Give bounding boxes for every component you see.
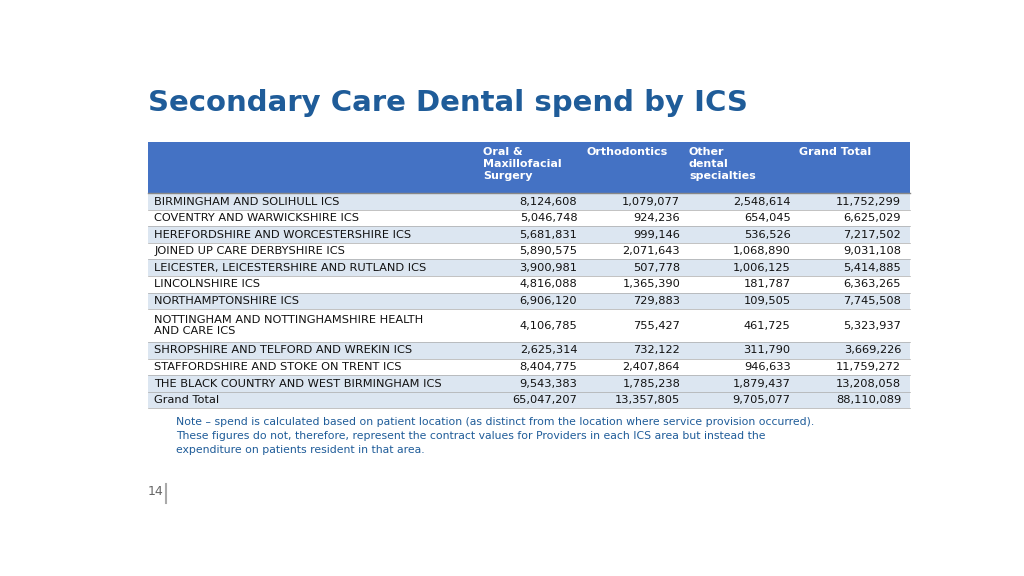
Text: 507,778: 507,778 — [633, 263, 680, 273]
Text: 6,363,265: 6,363,265 — [844, 279, 901, 289]
Bar — [147, 226, 909, 243]
Text: 755,427: 755,427 — [633, 321, 680, 331]
Text: 654,045: 654,045 — [743, 213, 791, 223]
Bar — [147, 342, 909, 359]
Text: 2,625,314: 2,625,314 — [520, 346, 578, 355]
Text: 2,071,643: 2,071,643 — [623, 246, 680, 256]
Text: Grand Total: Grand Total — [155, 395, 219, 405]
Text: 946,633: 946,633 — [743, 362, 791, 372]
Text: 729,883: 729,883 — [633, 296, 680, 306]
Text: 3,900,981: 3,900,981 — [519, 263, 578, 273]
Text: SHROPSHIRE AND TELFORD AND WREKIN ICS: SHROPSHIRE AND TELFORD AND WREKIN ICS — [155, 346, 413, 355]
Text: 311,790: 311,790 — [743, 346, 791, 355]
Text: NORTHAMPTONSHIRE ICS: NORTHAMPTONSHIRE ICS — [155, 296, 299, 306]
Text: 999,146: 999,146 — [633, 230, 680, 240]
Bar — [147, 309, 909, 342]
Text: Grand Total: Grand Total — [800, 147, 871, 157]
Text: 13,208,058: 13,208,058 — [836, 378, 901, 389]
Bar — [147, 210, 909, 226]
Text: 1,079,077: 1,079,077 — [623, 196, 680, 207]
Text: 11,752,299: 11,752,299 — [837, 196, 901, 207]
Text: Secondary Care Dental spend by ICS: Secondary Care Dental spend by ICS — [147, 89, 748, 117]
Bar — [147, 359, 909, 376]
Text: 9,031,108: 9,031,108 — [843, 246, 901, 256]
Bar — [147, 260, 909, 276]
Text: THE BLACK COUNTRY AND WEST BIRMINGHAM ICS: THE BLACK COUNTRY AND WEST BIRMINGHAM IC… — [155, 378, 441, 389]
Text: 88,110,089: 88,110,089 — [836, 395, 901, 405]
Text: 13,357,805: 13,357,805 — [615, 395, 680, 405]
Text: 7,745,508: 7,745,508 — [843, 296, 901, 306]
Text: 1,365,390: 1,365,390 — [623, 279, 680, 289]
Text: Oral &
Maxillofacial
Surgery: Oral & Maxillofacial Surgery — [483, 147, 562, 181]
Text: JOINED UP CARE DERBYSHIRE ICS: JOINED UP CARE DERBYSHIRE ICS — [155, 246, 345, 256]
Text: 1,785,238: 1,785,238 — [623, 378, 680, 389]
Text: Other
dental
specialties: Other dental specialties — [689, 147, 756, 181]
Text: 9,705,077: 9,705,077 — [732, 395, 791, 405]
Text: 924,236: 924,236 — [634, 213, 680, 223]
Text: 109,505: 109,505 — [743, 296, 791, 306]
Bar — [147, 194, 909, 210]
Text: HEREFORDSHIRE AND WORCESTERSHIRE ICS: HEREFORDSHIRE AND WORCESTERSHIRE ICS — [155, 230, 412, 240]
Text: NOTTINGHAM AND NOTTINGHAMSHIRE HEALTH
AND CARE ICS: NOTTINGHAM AND NOTTINGHAMSHIRE HEALTH AN… — [155, 315, 424, 336]
Text: 8,124,608: 8,124,608 — [520, 196, 578, 207]
Text: 8,404,775: 8,404,775 — [519, 362, 578, 372]
Text: 5,323,937: 5,323,937 — [843, 321, 901, 331]
Bar — [147, 392, 909, 408]
Text: Orthodontics: Orthodontics — [586, 147, 668, 157]
Bar — [147, 243, 909, 260]
Text: 536,526: 536,526 — [743, 230, 791, 240]
Text: 2,407,864: 2,407,864 — [623, 362, 680, 372]
Text: 181,787: 181,787 — [743, 279, 791, 289]
Text: LEICESTER, LEICESTERSHIRE AND RUTLAND ICS: LEICESTER, LEICESTERSHIRE AND RUTLAND IC… — [155, 263, 426, 273]
Text: 5,890,575: 5,890,575 — [519, 246, 578, 256]
Text: 6,906,120: 6,906,120 — [520, 296, 578, 306]
Text: 1,068,890: 1,068,890 — [733, 246, 791, 256]
Text: 5,681,831: 5,681,831 — [519, 230, 578, 240]
Bar — [147, 276, 909, 293]
Text: 65,047,207: 65,047,207 — [512, 395, 578, 405]
Bar — [147, 293, 909, 309]
Text: COVENTRY AND WARWICKSHIRE ICS: COVENTRY AND WARWICKSHIRE ICS — [155, 213, 359, 223]
Text: 732,122: 732,122 — [634, 346, 680, 355]
Text: 1,006,125: 1,006,125 — [733, 263, 791, 273]
Text: 5,414,885: 5,414,885 — [844, 263, 901, 273]
Text: LINCOLNSHIRE ICS: LINCOLNSHIRE ICS — [155, 279, 260, 289]
Text: 461,725: 461,725 — [743, 321, 791, 331]
Text: 3,669,226: 3,669,226 — [844, 346, 901, 355]
Text: 4,816,088: 4,816,088 — [519, 279, 578, 289]
Text: 7,217,502: 7,217,502 — [844, 230, 901, 240]
Text: 1,879,437: 1,879,437 — [733, 378, 791, 389]
Text: 14: 14 — [147, 486, 164, 498]
Text: BIRMINGHAM AND SOLIHULL ICS: BIRMINGHAM AND SOLIHULL ICS — [155, 196, 340, 207]
Text: 6,625,029: 6,625,029 — [844, 213, 901, 223]
Text: 9,543,383: 9,543,383 — [519, 378, 578, 389]
Text: STAFFORDSHIRE AND STOKE ON TRENT ICS: STAFFORDSHIRE AND STOKE ON TRENT ICS — [155, 362, 401, 372]
Text: 5,046,748: 5,046,748 — [520, 213, 578, 223]
Text: 4,106,785: 4,106,785 — [519, 321, 578, 331]
Text: NHS: NHS — [908, 37, 975, 66]
Text: 11,759,272: 11,759,272 — [837, 362, 901, 372]
Text: 2,548,614: 2,548,614 — [733, 196, 791, 207]
Bar — [147, 376, 909, 392]
Text: Note – spend is calculated based on patient location (as distinct from the locat: Note – spend is calculated based on pati… — [176, 417, 814, 455]
